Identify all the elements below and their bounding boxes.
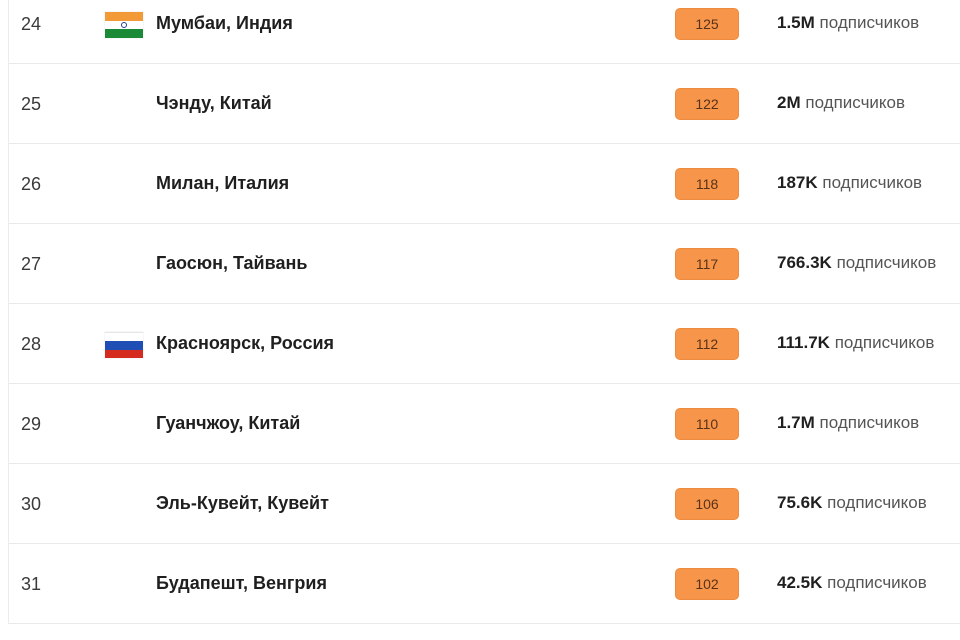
table-row[interactable]: 30 Эль-Кувейт, Кувейт 106 75.6K подписчи… (9, 464, 960, 544)
score-badge: 106 (675, 488, 739, 520)
subscriber-count: 187K подписчиков (777, 173, 923, 192)
score-badge: 117 (675, 248, 739, 280)
table-row[interactable]: 31 Будапешт, Венгрия 102 42.5K подписчик… (9, 544, 960, 624)
city-name[interactable]: Гуанчжоу, Китай (156, 413, 301, 433)
table-row[interactable]: 29 Гуанчжоу, Китай 110 1.7M подписчиков (9, 384, 960, 464)
score-badge: 125 (675, 8, 739, 40)
rank-number: 24 (21, 14, 42, 34)
table-row[interactable]: 27 Гаосюн, Тайвань 117 766.3K подписчико… (9, 224, 960, 304)
india-flag-icon (105, 12, 143, 39)
ranking-table: 24 Мумбаи, Индия 125 1.5M подписчиков 25… (8, 0, 960, 624)
russia-flag-icon (105, 332, 143, 358)
score-badge: 102 (675, 568, 739, 600)
score-badge: 112 (675, 328, 739, 360)
city-name[interactable]: Эль-Кувейт, Кувейт (156, 493, 329, 513)
score-badge: 118 (675, 168, 739, 200)
city-name[interactable]: Милан, Италия (156, 173, 290, 193)
rank-number: 27 (21, 254, 42, 274)
subscriber-count: 1.5M подписчиков (777, 13, 920, 32)
subscriber-count: 111.7K подписчиков (777, 333, 935, 352)
city-name[interactable]: Чэнду, Китай (156, 93, 272, 113)
city-name[interactable]: Красноярск, Россия (156, 333, 335, 353)
subscriber-count: 75.6K подписчиков (777, 493, 927, 512)
city-name[interactable]: Гаосюн, Тайвань (156, 253, 308, 273)
rank-number: 25 (21, 94, 42, 114)
subscriber-count: 42.5K подписчиков (777, 573, 927, 592)
rank-number: 30 (21, 494, 42, 514)
table-row[interactable]: 28 Красноярск, Россия 112 111.7K подписч… (9, 304, 960, 384)
table-row[interactable]: 24 Мумбаи, Индия 125 1.5M подписчиков (9, 0, 960, 64)
table-row[interactable]: 26 Милан, Италия 118 187K подписчиков (9, 144, 960, 224)
subscriber-count: 766.3K подписчиков (777, 253, 937, 272)
subscriber-count: 2M подписчиков (777, 93, 906, 112)
table-row[interactable]: 25 Чэнду, Китай 122 2M подписчиков (9, 64, 960, 144)
rank-number: 28 (21, 334, 42, 354)
rank-number: 26 (21, 174, 42, 194)
subscriber-count: 1.7M подписчиков (777, 413, 920, 432)
city-name[interactable]: Мумбаи, Индия (156, 13, 293, 33)
city-name[interactable]: Будапешт, Венгрия (156, 573, 327, 593)
rank-number: 29 (21, 414, 42, 434)
score-badge: 110 (675, 408, 739, 440)
rank-number: 31 (21, 574, 42, 594)
score-badge: 122 (675, 88, 739, 120)
